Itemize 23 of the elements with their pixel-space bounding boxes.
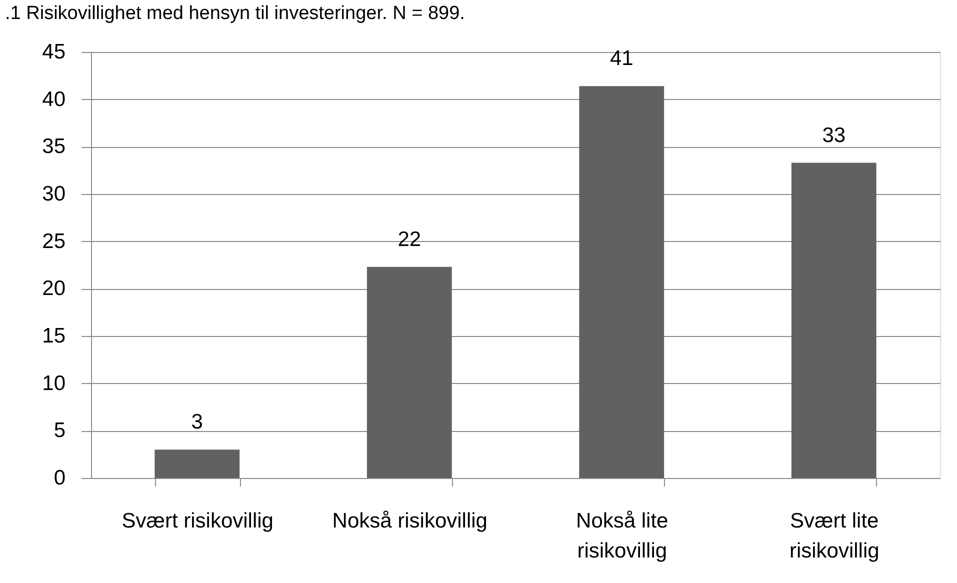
data-label: 41 [610,47,634,70]
y-tick-label: 45 [42,40,66,64]
x-tick-label: Svært lite risikovillig [789,510,880,562]
data-label: 33 [822,124,846,147]
y-tick-label: 0 [54,466,66,490]
chart-title: .1 Risikovillighet med hensyn til investeringer. N = 899. [5,3,465,24]
data-label: 3 [191,410,203,434]
bar [791,162,876,478]
y-tick-label: 40 [42,88,66,111]
data-label: 22 [398,228,422,251]
bar [154,450,240,478]
y-tick-label: 25 [42,230,66,253]
y-tick-label: 15 [42,324,66,348]
y-tick-label: 35 [42,135,66,158]
y-tick-label: 10 [42,372,66,395]
bar [366,266,452,478]
y-tick-label: 20 [42,277,66,300]
bar [579,86,664,478]
x-tick-label: Svært risikovillig [122,510,274,532]
x-tick-label: Nokså risikovillig [332,510,488,532]
y-tick-label: 30 [42,182,66,206]
x-tick-label: Nokså lite risikovillig [576,510,668,562]
y-tick-label: 5 [54,419,66,442]
